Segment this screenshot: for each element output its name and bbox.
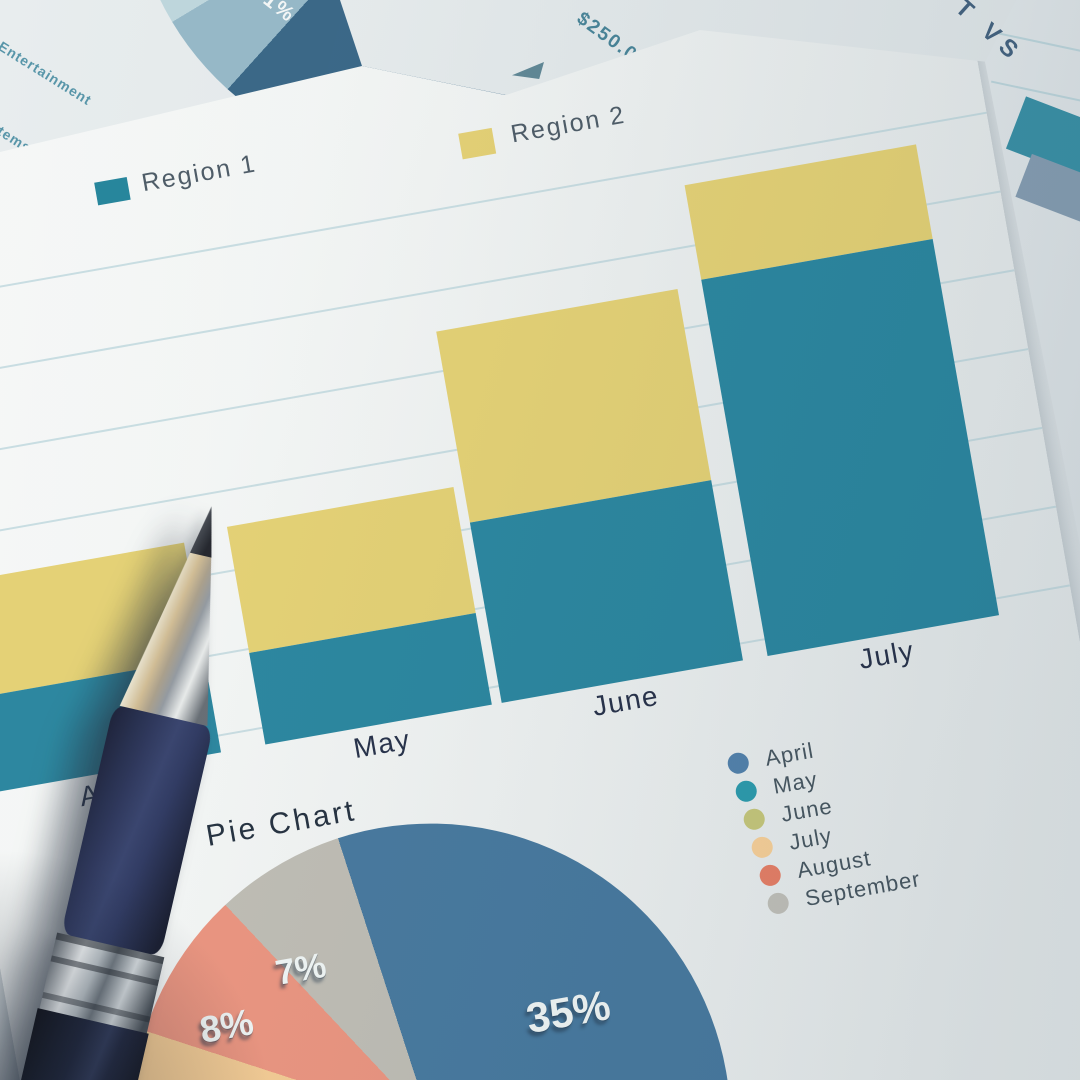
region1-segment	[701, 238, 1000, 656]
legend-dot	[758, 863, 783, 888]
legend-dot	[742, 807, 767, 832]
pen-cone	[120, 545, 245, 726]
category-label-entertainment: Entertainment	[0, 38, 95, 109]
category-label-personal-items: Personal Items	[0, 82, 35, 156]
legend-swatch-region2	[458, 127, 497, 160]
legend-label-region2: Region 2	[508, 100, 628, 149]
pie-legend: April May June July August September	[725, 721, 922, 922]
legend-dot	[750, 835, 775, 860]
stacked-bar-june	[436, 289, 743, 703]
legend-dot	[766, 891, 791, 916]
legend-dot	[726, 751, 751, 776]
pen-tip	[190, 504, 223, 558]
legend-dot	[734, 779, 759, 804]
legend-label-region1: Region 1	[139, 149, 259, 198]
stacked-bar-july	[684, 144, 1000, 656]
legend-swatch-region1	[94, 176, 131, 206]
